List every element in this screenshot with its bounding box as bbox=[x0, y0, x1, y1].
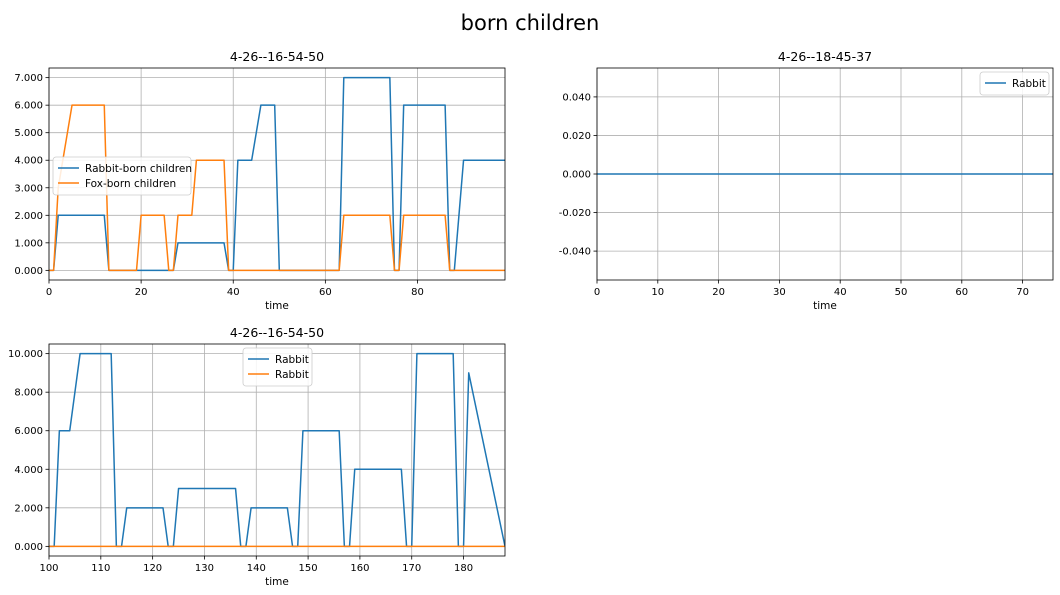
x-tick-label: 30 bbox=[773, 287, 786, 298]
figure-title: born children bbox=[461, 11, 600, 35]
plot-title: 4-26--16-54-50 bbox=[230, 325, 324, 340]
x-tick-label: 150 bbox=[299, 563, 318, 574]
series-line-1 bbox=[49, 76, 505, 272]
y-tick-label: 0.000 bbox=[14, 266, 43, 277]
legend-label: Fox-born children bbox=[85, 178, 176, 190]
legend-label: Rabbit bbox=[275, 369, 309, 381]
y-tick-label: 5.000 bbox=[14, 128, 43, 139]
x-tick-label: 130 bbox=[195, 563, 214, 574]
x-tick-label: 60 bbox=[955, 287, 968, 298]
y-tick-label: 2.000 bbox=[14, 211, 43, 222]
chart-3: 4-26--16-54-50 100 110 120 130 140 150 160 170 18… bbox=[8, 325, 506, 588]
x-tick-label: 100 bbox=[39, 563, 58, 574]
x-tick-label: 10 bbox=[651, 287, 664, 298]
x-tick-label: 50 bbox=[895, 287, 908, 298]
x-tick-label: 120 bbox=[143, 563, 162, 574]
x-tick-label: 40 bbox=[227, 287, 240, 298]
y-tick-label: 8.000 bbox=[14, 388, 43, 399]
plot-title: 4-26--18-45-37 bbox=[778, 49, 872, 64]
plot-title: 4-26--16-54-50 bbox=[230, 49, 324, 64]
y-tick-label: 7.000 bbox=[14, 73, 43, 84]
x-tick-label: 70 bbox=[1016, 287, 1029, 298]
x-axis-label: time bbox=[813, 300, 837, 312]
legend-box bbox=[979, 71, 1050, 96]
x-tick-label: 20 bbox=[135, 287, 148, 298]
x-tick-label: 110 bbox=[91, 563, 110, 574]
x-tick-label: 40 bbox=[834, 287, 847, 298]
y-tick-label: 6.000 bbox=[14, 426, 43, 437]
legend-label: Rabbit bbox=[275, 354, 309, 366]
y-tick-label: 0.000 bbox=[562, 170, 591, 181]
y-tick-label: 6.000 bbox=[14, 101, 43, 112]
y-tick-label: -0.040 bbox=[559, 247, 591, 258]
x-axis-label: time bbox=[265, 576, 289, 588]
y-tick-label: 0.020 bbox=[562, 131, 591, 142]
y-tick-label: 4.000 bbox=[14, 156, 43, 167]
x-tick-label: 180 bbox=[454, 563, 473, 574]
axes-frame bbox=[48, 343, 506, 557]
y-tick-label: 1.000 bbox=[14, 238, 43, 249]
x-tick-label: 160 bbox=[350, 563, 369, 574]
y-tick-label: 3.000 bbox=[14, 183, 43, 194]
legend-label: Rabbit bbox=[1012, 78, 1046, 90]
y-tick-label: 0.040 bbox=[562, 92, 591, 103]
x-tick-label: 170 bbox=[402, 563, 421, 574]
series-line-1 bbox=[49, 352, 505, 548]
x-axis-label: time bbox=[265, 300, 289, 312]
y-tick-label: -0.020 bbox=[559, 208, 591, 219]
legend-box bbox=[52, 156, 192, 196]
chart-1: 4-26--16-54-50 0 20 40 60 80 0.000 1.000 2.000 3.… bbox=[14, 49, 506, 312]
y-tick-label: 0.000 bbox=[14, 542, 43, 553]
x-tick-label: 0 bbox=[594, 287, 600, 298]
y-tick-label: 4.000 bbox=[14, 465, 43, 476]
y-tick-label: 10.000 bbox=[8, 349, 43, 360]
x-tick-label: 20 bbox=[712, 287, 725, 298]
x-tick-label: 0 bbox=[46, 287, 52, 298]
x-tick-label: 80 bbox=[411, 287, 424, 298]
legend-box bbox=[242, 347, 313, 387]
x-tick-label: 60 bbox=[319, 287, 332, 298]
y-tick-label: 2.000 bbox=[14, 503, 43, 514]
legend-label: Rabbit-born children bbox=[85, 163, 192, 175]
x-tick-label: 140 bbox=[247, 563, 266, 574]
chart-2: 4-26--18-45-37 0 10 20 30 40 50 60 70 -0.040 -0.02… bbox=[559, 49, 1054, 312]
series-line-2 bbox=[49, 104, 505, 272]
axes-frame bbox=[48, 67, 506, 281]
